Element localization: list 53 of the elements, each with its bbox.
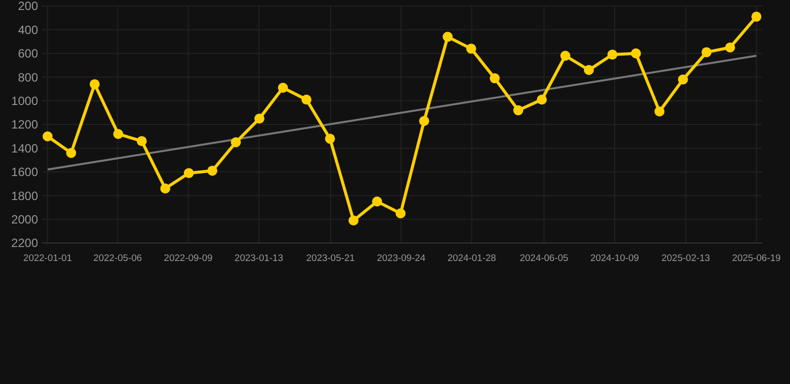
x-tick-label: 2023-09-24 [376,253,426,264]
point [584,64,594,75]
point [678,74,688,84]
point [136,136,147,146]
y-tick-label: 200 [18,0,38,14]
x-tick-label: 2022-01-01 [23,253,72,264]
point [160,183,170,194]
point [396,208,406,218]
x-tick-label: 2022-09-09 [164,253,213,264]
point [278,82,288,93]
point [751,12,762,22]
point [536,94,547,105]
point [630,48,641,58]
x-tick-label: 2024-06-05 [520,253,568,264]
y-tick-label: 1800 [11,188,38,203]
point [301,94,312,105]
y-tick-label: 1400 [11,141,38,156]
point [725,42,736,52]
point [654,106,664,116]
x-tick-label: 2023-05-21 [306,253,355,264]
point [419,116,430,126]
point [372,196,382,207]
point [230,137,241,148]
point [42,131,53,142]
y-tick-label: 400 [18,22,38,37]
point [113,128,124,139]
point [66,148,76,158]
point [490,73,500,84]
point [184,168,194,178]
point [442,32,453,42]
y-tick-label: 600 [18,46,38,61]
point [207,166,218,176]
y-tick-label: 1600 [11,165,38,180]
point [325,134,335,144]
point [513,105,524,116]
x-tick-label: 2022-05-06 [93,253,142,264]
x-tick-label: 2023-01-13 [234,253,284,264]
point [702,47,712,58]
y-tick-label: 2200 [11,236,38,250]
x-tick-label: 2024-01-28 [447,253,496,264]
point [90,79,100,90]
y-tick-label: 1200 [11,118,38,132]
point [348,215,359,226]
y-tick-label: 1000 [11,94,38,108]
x-tick-label: 2024-10-09 [590,253,639,264]
point [466,44,476,54]
x-tick-label: 2025-06-19 [732,253,781,264]
x-tick-label: 2025-02-13 [661,253,710,264]
y-tick-label: 2000 [11,212,38,226]
point [560,50,570,61]
point [607,50,618,60]
y-tick-label: 800 [18,70,38,84]
point [254,114,264,124]
